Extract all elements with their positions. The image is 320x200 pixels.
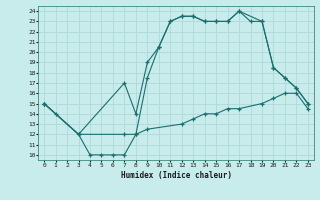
X-axis label: Humidex (Indice chaleur): Humidex (Indice chaleur) bbox=[121, 171, 231, 180]
